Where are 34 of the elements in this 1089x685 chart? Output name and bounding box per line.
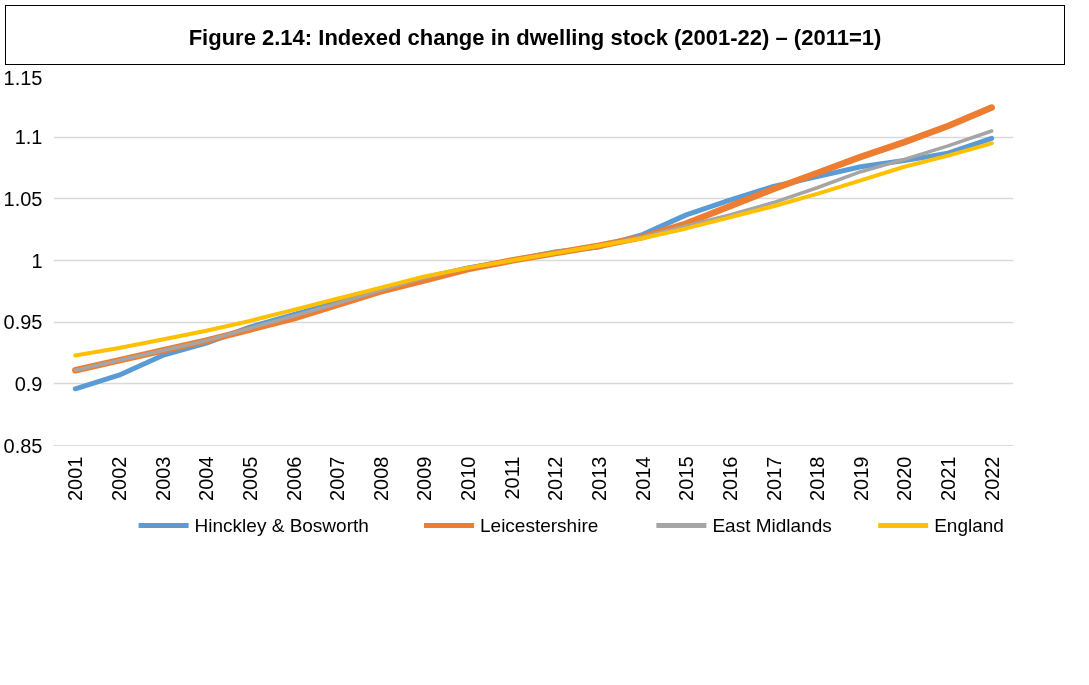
x-tick-label: 2019: [849, 456, 872, 501]
y-tick-label: 1.15: [3, 66, 43, 89]
x-tick-label: 2018: [806, 456, 829, 501]
y-tick-label: 0.85: [3, 434, 43, 457]
x-tick-label: 2011: [500, 456, 523, 500]
x-tick-label: 2001: [64, 456, 87, 501]
x-tick-label: 2010: [457, 456, 480, 501]
x-tick-label: 2017: [762, 456, 785, 501]
x-tick-label: 2006: [282, 456, 305, 501]
x-tick-label: 2015: [675, 456, 698, 501]
x-tick-label: 2002: [107, 456, 130, 501]
x-tick-label: 2020: [893, 456, 916, 501]
y-tick-label: 0.95: [3, 311, 43, 334]
x-tick-label: 2005: [238, 456, 261, 501]
x-tick-label: 2009: [413, 456, 436, 501]
y-tick-label: 0.9: [14, 372, 43, 395]
y-tick-label: 1: [31, 249, 43, 272]
x-tick-label: 2008: [369, 456, 392, 501]
x-tick-label: 2007: [326, 456, 349, 501]
x-tick-label: 2012: [544, 456, 567, 501]
legend-label: Hinckley & Bosworth: [194, 515, 369, 536]
x-tick-label: 2013: [587, 456, 610, 501]
chart-title: Figure 2.14: Indexed change in dwelling stock (2001-22) – (2011=1): [188, 24, 882, 52]
x-tick-label: 2021: [937, 456, 960, 501]
x-tick-label: 2003: [151, 456, 174, 501]
y-tick-label: 1.05: [3, 187, 43, 210]
x-tick-label: 2016: [718, 456, 741, 501]
x-tick-label: 2004: [195, 456, 218, 501]
x-tick-label: 2022: [980, 456, 1003, 501]
legend-label: East Midlands: [712, 515, 832, 536]
y-tick-label: 1.1: [14, 126, 43, 149]
x-tick-label: 2014: [631, 456, 654, 501]
legend-label: Leicestershire: [480, 515, 599, 536]
legend-label: England: [934, 515, 1004, 536]
